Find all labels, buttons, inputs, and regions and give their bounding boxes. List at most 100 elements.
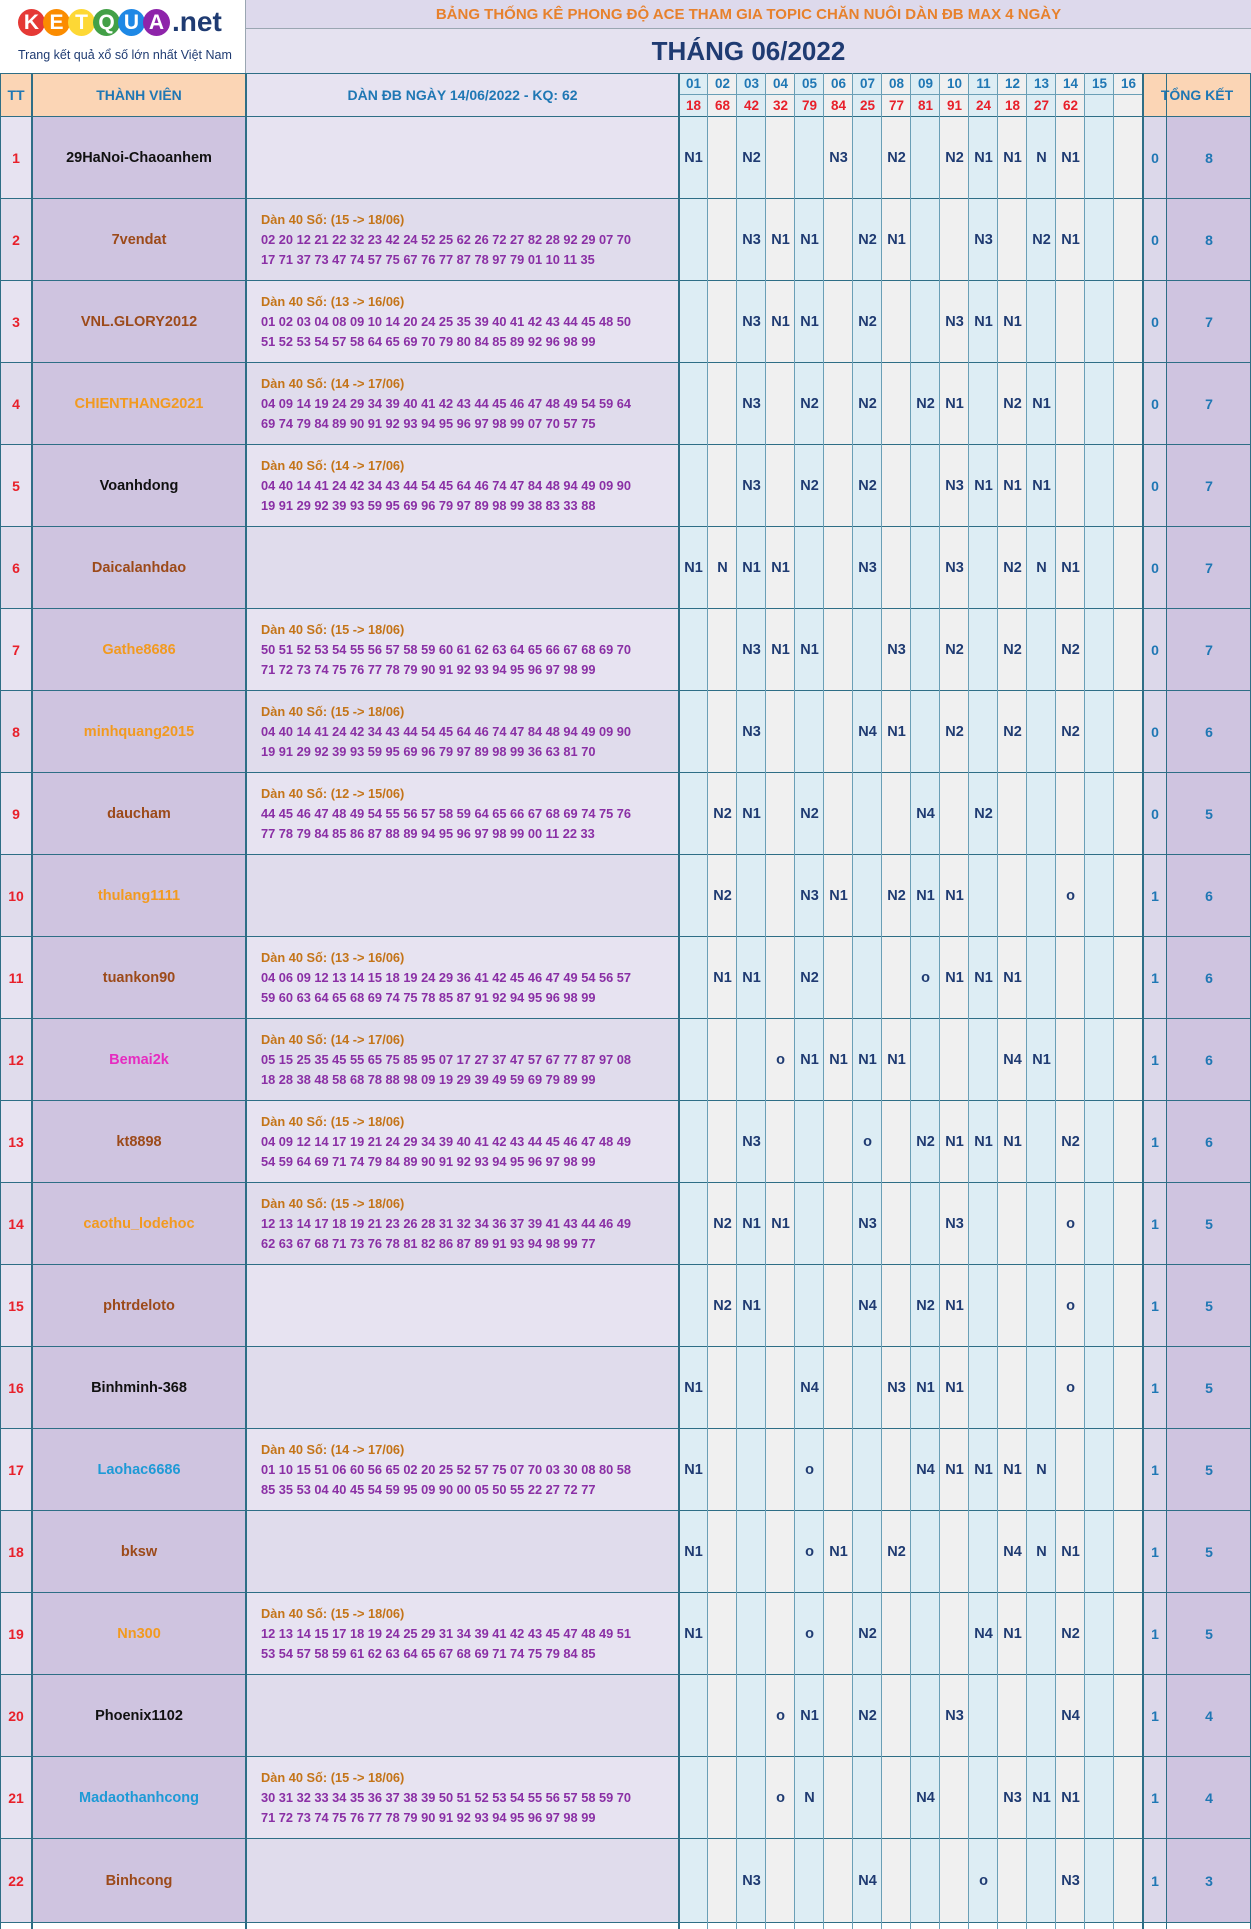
member-name: Voanhdong: [32, 445, 246, 527]
day-mark: N3: [940, 1183, 969, 1265]
day-mark: N3: [737, 609, 766, 691]
dan-numbers-line: 71 72 73 74 75 76 77 78 79 90 91 92 93 9…: [261, 662, 596, 677]
day-mark: N3: [737, 363, 766, 445]
day-mark: N2: [795, 773, 824, 855]
day-mark: N1: [766, 281, 795, 363]
grid-line: [0, 526, 1251, 527]
day-mark: [824, 1675, 853, 1757]
day-mark: [766, 855, 795, 937]
day-mark: [969, 1347, 998, 1429]
grid-line: [0, 73, 1251, 74]
row-number: 17: [0, 1429, 32, 1511]
day-mark: [824, 609, 853, 691]
day-header: 05: [795, 73, 824, 94]
day-mark: [679, 199, 708, 281]
day-mark: [824, 363, 853, 445]
day-mark: [1085, 199, 1114, 281]
dan-numbers-line: 01 02 03 04 08 09 10 14 20 24 25 35 39 4…: [261, 314, 632, 329]
row-number: 20: [0, 1675, 32, 1757]
day-mark: [1114, 363, 1143, 445]
day-mark: N4: [998, 1511, 1027, 1593]
grid-line: [0, 1510, 1251, 1511]
member-name: Phoenix1102: [32, 1675, 246, 1757]
day-mark: N: [795, 1757, 824, 1839]
dan-cell: Dàn 40 Số: (15 -> 18/06) 50 51 52 53 54 5…: [246, 609, 679, 691]
day-mark: N1: [766, 609, 795, 691]
day-mark: [708, 199, 737, 281]
dan-cell: Dàn 40 Số: (13 -> 16/06) 01 02 03 04 08 0…: [246, 281, 679, 363]
day-mark: N: [1027, 1429, 1056, 1511]
grid-line: [0, 936, 1251, 937]
day-mark: [737, 1429, 766, 1511]
day-mark: [708, 1675, 737, 1757]
day-mark: o: [766, 1019, 795, 1101]
grid-line: [0, 690, 1251, 691]
summary-hits: 0: [1143, 363, 1167, 445]
day-mark: N1: [940, 1265, 969, 1347]
day-mark: N1: [940, 937, 969, 1019]
day-mark: [940, 199, 969, 281]
day-mark: [853, 1429, 882, 1511]
row-number: 11: [0, 937, 32, 1019]
day-header: 10: [940, 73, 969, 94]
dan-numbers-line: 50 51 52 53 54 55 56 57 58 59 60 61 62 6…: [261, 642, 632, 657]
day-result: 18: [998, 94, 1027, 117]
day-mark: [1085, 1347, 1114, 1429]
grid-line: [939, 73, 940, 1929]
dan-numbers-line: 17 71 37 73 47 74 57 75 67 76 77 87 78 9…: [261, 252, 595, 267]
day-mark: N4: [911, 1757, 940, 1839]
row-number: 7: [0, 609, 32, 691]
day-result: [1114, 94, 1143, 117]
dan-numbers-line: 12 13 14 17 18 19 21 23 26 28 31 32 34 3…: [261, 1216, 632, 1231]
day-mark: [824, 527, 853, 609]
day-mark: N1: [766, 199, 795, 281]
day-result: [1085, 94, 1114, 117]
dan-numbers-line: 85 35 53 04 40 45 54 59 95 09 90 00 05 5…: [261, 1482, 596, 1497]
day-mark: [998, 1347, 1027, 1429]
day-mark: [708, 609, 737, 691]
day-mark: [1085, 1675, 1114, 1757]
day-mark: N1: [940, 855, 969, 937]
member-name: Nn300: [32, 1593, 246, 1675]
day-mark: [1085, 773, 1114, 855]
dan-numbers-line: 71 72 73 74 75 76 77 78 79 90 91 92 93 9…: [261, 1810, 596, 1825]
day-mark: N1: [737, 773, 766, 855]
day-mark: [1085, 445, 1114, 527]
summary-hits: 0: [1143, 117, 1167, 199]
logo-letter: A: [143, 9, 170, 36]
dan-numbers-line: 04 40 14 41 24 42 34 43 44 54 45 64 46 7…: [261, 478, 632, 493]
ketqua-logo[interactable]: K E T Q U A .net Trang kết quả xổ số lớn…: [0, 0, 246, 76]
day-mark: [766, 691, 795, 773]
day-mark: [969, 609, 998, 691]
day-mark: N1: [998, 281, 1027, 363]
day-mark: N1: [1056, 1511, 1085, 1593]
day-result: 18: [679, 94, 708, 117]
summary-hits: 0: [1143, 199, 1167, 281]
day-mark: N1: [998, 1101, 1027, 1183]
summary-total: 7: [1167, 609, 1251, 691]
day-header: 13: [1027, 73, 1056, 94]
day-mark: [708, 363, 737, 445]
dan-title: Dàn 40 Số: (15 -> 18/06): [261, 1606, 405, 1621]
day-mark: [1114, 1593, 1143, 1675]
day-mark: [679, 1757, 708, 1839]
day-mark: [708, 1511, 737, 1593]
day-mark: [911, 1511, 940, 1593]
day-mark: N1: [824, 1511, 853, 1593]
row-number: 6: [0, 527, 32, 609]
dan-numbers-line: 05 15 25 35 45 55 65 75 85 95 07 17 27 3…: [261, 1052, 632, 1067]
grid-line: [0, 1756, 1251, 1757]
day-mark: [853, 1757, 882, 1839]
day-mark: o: [795, 1511, 824, 1593]
day-result: 62: [1056, 94, 1085, 117]
dan-title: Dàn 40 Số: (14 -> 17/06): [261, 1442, 405, 1457]
day-mark: [1114, 281, 1143, 363]
dan-numbers-line: 54 59 64 69 71 74 79 84 89 90 91 92 93 9…: [261, 1154, 596, 1169]
day-mark: [1085, 1511, 1114, 1593]
summary-total: 5: [1167, 773, 1251, 855]
logo-letter: K: [18, 9, 45, 36]
day-mark: [1027, 691, 1056, 773]
day-mark: [969, 691, 998, 773]
summary-hits: 1: [1143, 1019, 1167, 1101]
day-mark: N2: [911, 363, 940, 445]
